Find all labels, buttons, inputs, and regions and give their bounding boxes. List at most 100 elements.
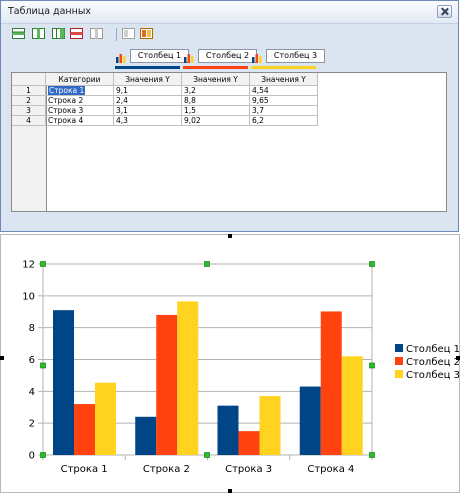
- insert-series-icon[interactable]: [52, 28, 65, 40]
- value-cell[interactable]: 3,7: [250, 106, 318, 116]
- series-color-bar: [115, 66, 180, 69]
- y-tick-label: 12: [22, 260, 35, 271]
- selection-handle[interactable]: [369, 362, 375, 369]
- legend-label: Столбец 1: [406, 344, 460, 355]
- window-title: Таблица данных: [8, 6, 91, 17]
- selection-handle[interactable]: [40, 362, 46, 369]
- value-cell[interactable]: 9,02: [182, 116, 250, 126]
- bar-1-2[interactable]: [135, 416, 157, 455]
- cell-text: 3,1: [116, 106, 128, 115]
- y-tick-label: 2: [29, 419, 35, 430]
- bar-2-2[interactable]: [156, 314, 178, 455]
- x-tick-label: Строка 2: [143, 464, 190, 475]
- move-right-icon[interactable]: [140, 28, 153, 40]
- bar-1-4[interactable]: [299, 386, 321, 455]
- cell-text: 3,2: [184, 86, 196, 95]
- legend-label: Столбец 3: [406, 370, 460, 381]
- column-header: Значения Y: [182, 73, 250, 86]
- series-name-field[interactable]: Столбец 3: [266, 49, 325, 63]
- bar-2-4[interactable]: [320, 311, 342, 455]
- chart-area[interactable]: 0 2 4 6 8 10 12 Строка 1 Строка 2 Строка 3 Строка …: [0, 234, 461, 494]
- value-cell[interactable]: 2,4: [114, 96, 182, 106]
- column-header: Категории: [46, 73, 114, 86]
- row-number[interactable]: 3: [12, 106, 46, 116]
- value-cell[interactable]: 6,2: [250, 116, 318, 126]
- value-cell[interactable]: 4,54: [250, 86, 318, 96]
- insert-row-icon[interactable]: [12, 28, 25, 40]
- frame-handle[interactable]: [228, 234, 232, 238]
- move-left-icon[interactable]: [122, 28, 135, 40]
- cell-text: 9,1: [116, 86, 128, 95]
- x-tick-label: Строка 3: [225, 464, 272, 475]
- cell-text: 4,54: [252, 86, 269, 95]
- category-cell[interactable]: Строка 3: [46, 106, 114, 116]
- close-button[interactable]: [437, 5, 452, 18]
- data-table-dialog: Таблица данных Столбец 1 Столбец 2: [0, 0, 459, 232]
- selection-handle[interactable]: [40, 452, 46, 458]
- bar-1-1[interactable]: [53, 310, 74, 455]
- value-cell[interactable]: 3,1: [114, 106, 182, 116]
- value-cell[interactable]: 9,1: [114, 86, 182, 96]
- row-number[interactable]: 2: [12, 96, 46, 106]
- column-header: Значения Y: [114, 73, 182, 86]
- corner-cell: [12, 73, 46, 86]
- legend-label: Столбец 2: [406, 357, 460, 368]
- delete-column-icon[interactable]: [90, 28, 103, 40]
- bar-chart-icon: [252, 54, 262, 63]
- selection-handle[interactable]: [369, 261, 375, 267]
- bar-3-4[interactable]: [341, 356, 363, 455]
- insert-column-icon[interactable]: [32, 28, 45, 40]
- delete-row-icon[interactable]: [70, 28, 83, 40]
- series-name-field[interactable]: Столбец 1: [130, 49, 189, 63]
- selection-handle[interactable]: [40, 261, 46, 267]
- frame-handle[interactable]: [228, 489, 232, 493]
- value-cell[interactable]: 3,2: [182, 86, 250, 96]
- frame-handle[interactable]: [456, 356, 460, 360]
- cell-text: 2,4: [116, 96, 128, 105]
- legend-swatch: [395, 344, 403, 352]
- bar-2-1[interactable]: [74, 404, 95, 455]
- cell-text: 6,2: [252, 116, 264, 125]
- bar-1-3[interactable]: [217, 405, 239, 455]
- category-cell[interactable]: Строка 2: [46, 96, 114, 106]
- x-tick-label: Строка 4: [307, 464, 354, 475]
- row-number[interactable]: 1: [12, 86, 46, 96]
- value-cell[interactable]: 1,5: [182, 106, 250, 116]
- frame-handle[interactable]: [0, 356, 4, 360]
- selection-handle[interactable]: [369, 452, 375, 458]
- cell-text: 8,8: [184, 96, 196, 105]
- row-number[interactable]: 4: [12, 116, 46, 126]
- title-bar[interactable]: Таблица данных: [1, 1, 458, 24]
- value-cell[interactable]: 4,3: [114, 116, 182, 126]
- bar-3-3[interactable]: [259, 396, 281, 455]
- selection-handle[interactable]: [204, 452, 210, 458]
- y-tick-label: 8: [29, 323, 35, 334]
- series-color-bar: [183, 66, 248, 69]
- legend-swatch: [395, 357, 403, 365]
- bar-3-1[interactable]: [95, 382, 116, 455]
- cell-text: 4,3: [116, 116, 128, 125]
- category-cell[interactable]: Строка 1: [46, 86, 114, 96]
- cell-text: Строка 3: [48, 106, 84, 115]
- cell-text: Строка 4: [48, 116, 84, 125]
- x-tick-label: Строка 1: [61, 464, 108, 475]
- cell-text: 9,02: [184, 116, 201, 125]
- toolbar-separator: [116, 28, 117, 41]
- category-cell[interactable]: Строка 4: [46, 116, 114, 126]
- bar-3-2[interactable]: [177, 301, 199, 455]
- cell-text: Строка 1: [48, 86, 86, 95]
- cell-text: 3,7: [252, 106, 264, 115]
- bar-chart-icon: [116, 54, 126, 63]
- bar-chart[interactable]: 0 2 4 6 8 10 12 Строка 1 Строка 2 Строка 3 Строка …: [0, 234, 461, 494]
- series-name-field[interactable]: Столбец 2: [198, 49, 257, 63]
- bar-2-3[interactable]: [238, 431, 260, 455]
- series-color-bar: [251, 66, 316, 69]
- value-cell[interactable]: 8,8: [182, 96, 250, 106]
- y-tick-label: 10: [22, 291, 35, 302]
- y-tick-label: 6: [29, 355, 35, 366]
- value-cell[interactable]: 9,65: [250, 96, 318, 106]
- cell-text: 1,5: [184, 106, 196, 115]
- selection-handle[interactable]: [204, 261, 210, 267]
- cell-text: 9,65: [252, 96, 269, 105]
